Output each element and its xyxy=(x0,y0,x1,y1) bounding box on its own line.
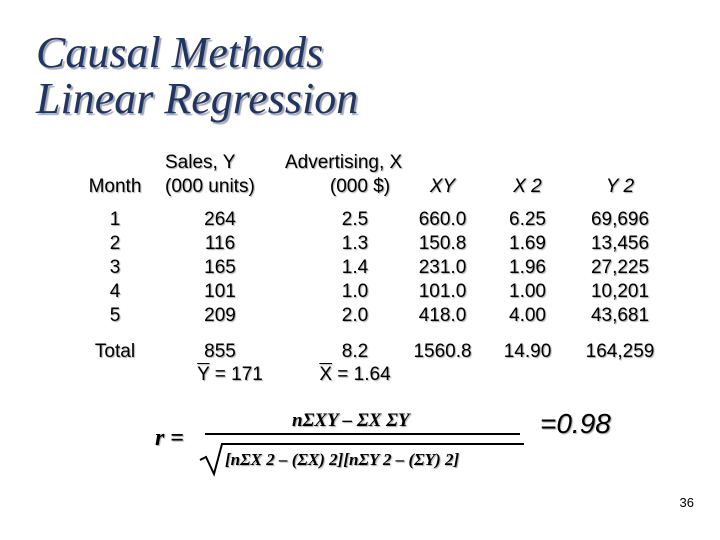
cell-xy-2: 150.8 xyxy=(418,233,467,254)
title-line-2: Linear Regression xyxy=(36,74,359,123)
mean-x-value: = 1.64 xyxy=(337,364,391,385)
total-label: Total xyxy=(94,341,136,362)
cell-x2-3: 1.96 xyxy=(509,257,546,278)
cell-sales-1: 264 xyxy=(204,209,236,230)
total-advertising: 8.2 xyxy=(341,341,369,362)
cell-advertising-2: 1.3 xyxy=(341,233,369,254)
cell-xy-5: 418.0 xyxy=(418,305,467,326)
total-xy: 1560.8 xyxy=(413,341,472,362)
cell-sales-2: 116 xyxy=(204,233,236,254)
formula-lhs: r = xyxy=(155,425,184,452)
cell-xy-3: 231.0 xyxy=(418,257,467,278)
fraction-bar xyxy=(205,433,520,435)
header-x2: X 2 xyxy=(513,176,542,197)
column-month: 1 2 3 4 5 xyxy=(80,208,150,328)
formula-numerator: nΣXY – ΣX ΣY xyxy=(292,410,410,431)
header-advertising-line1: Advertising, X xyxy=(285,152,403,173)
total-sales: 855 xyxy=(204,341,236,362)
cell-month-2: 2 xyxy=(109,233,121,254)
total-x2: 14.90 xyxy=(503,341,552,362)
radical-sign xyxy=(199,443,524,477)
cell-month-4: 4 xyxy=(109,281,121,302)
cell-advertising-3: 1.4 xyxy=(341,257,369,278)
page-number: 36 xyxy=(679,495,694,510)
cell-x2-2: 1.69 xyxy=(509,233,546,254)
cell-x2-1: 6.25 xyxy=(509,209,546,230)
cell-y2-1: 69,696 xyxy=(590,209,650,230)
formula-r: r xyxy=(155,425,165,451)
column-xy: 660.0 150.8 231.0 101.0 418.0 xyxy=(405,208,480,328)
slide-title: Causal Methods Linear Regression xyxy=(36,30,358,122)
cell-y2-3: 27,225 xyxy=(590,257,650,278)
cell-xy-1: 660.0 xyxy=(418,209,467,230)
cell-advertising-1: 2.5 xyxy=(341,209,369,230)
header-month: Month xyxy=(88,176,142,197)
cell-month-3: 3 xyxy=(109,257,121,278)
cell-month-5: 5 xyxy=(109,305,121,326)
column-sales: 264 116 165 101 209 xyxy=(190,208,250,328)
column-advertising: 2.5 1.3 1.4 1.0 2.0 xyxy=(320,208,390,328)
formula-equals: = xyxy=(170,425,185,451)
header-y2: Y 2 xyxy=(605,176,635,197)
mean-x: X = 1.64 xyxy=(300,363,410,387)
column-y2: 69,696 13,456 27,225 10,201 43,681 xyxy=(575,208,665,328)
total-y2: 164,259 xyxy=(585,341,655,362)
header-advertising-line2: (000 $) xyxy=(329,176,391,197)
title-line-1: Causal Methods xyxy=(36,28,324,77)
cell-x2-4: 1.00 xyxy=(509,281,546,302)
cell-sales-4: 101 xyxy=(204,281,236,302)
cell-advertising-4: 1.0 xyxy=(341,281,369,302)
cell-xy-4: 101.0 xyxy=(418,281,467,302)
cell-month-1: 1 xyxy=(109,209,121,230)
header-sales-line1: Sales, Y xyxy=(165,152,236,173)
cell-sales-5: 209 xyxy=(204,305,236,326)
cell-x2-5: 4.00 xyxy=(509,305,546,326)
cell-sales-3: 165 xyxy=(204,257,236,278)
header-sales-line2: (000 units) xyxy=(165,176,255,197)
column-x2: 6.25 1.69 1.96 1.00 4.00 xyxy=(490,208,565,328)
header-xy: XY xyxy=(429,176,456,197)
mean-y: Y = 171 xyxy=(180,363,280,387)
mean-y-symbol: Y xyxy=(197,364,210,385)
cell-y2-4: 10,201 xyxy=(590,281,650,302)
cell-advertising-5: 2.0 xyxy=(341,305,369,326)
mean-x-symbol: X xyxy=(319,364,333,385)
mean-y-value: = 171 xyxy=(214,364,263,385)
cell-y2-5: 43,681 xyxy=(590,305,650,326)
correlation-result: =0.98 xyxy=(540,408,611,439)
cell-y2-2: 13,456 xyxy=(590,233,650,254)
formula-denominator: [nΣX 2 – (ΣX) 2][nΣY 2 – (ΣY) 2] xyxy=(225,450,460,469)
